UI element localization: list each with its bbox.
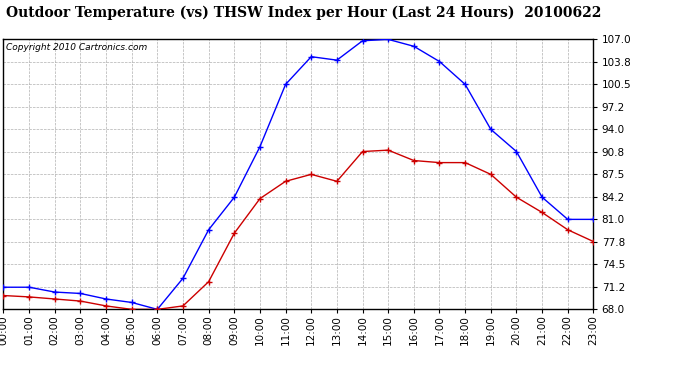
Text: Outdoor Temperature (vs) THSW Index per Hour (Last 24 Hours)  20100622: Outdoor Temperature (vs) THSW Index per … [6,6,601,20]
Text: Copyright 2010 Cartronics.com: Copyright 2010 Cartronics.com [6,44,148,52]
